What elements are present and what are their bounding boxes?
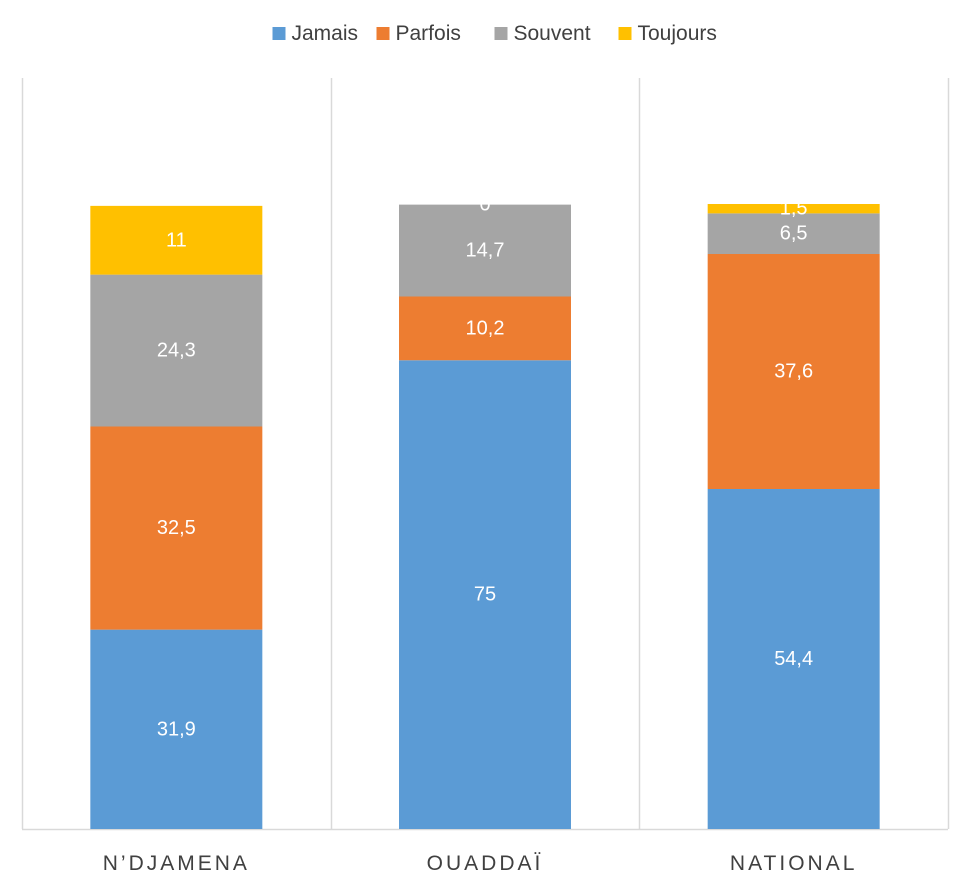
legend-item-souvent: Souvent [494, 22, 591, 45]
category-label-national: NATIONAL [730, 852, 857, 875]
bar-parfois-n-djamena [90, 426, 263, 630]
data-label-jamais-n-djamena: 31,9 [157, 718, 196, 740]
data-label-toujours-ouaddai: 0 [479, 194, 490, 216]
data-label-souvent-ouaddai: 14,7 [466, 240, 505, 262]
data-label-jamais-ouaddai: 75 [474, 584, 496, 606]
data-label-parfois-ouaddai: 10,2 [466, 317, 505, 339]
category-separators [21, 78, 950, 831]
category-label-ouaddai: OUADDAÏ [427, 852, 544, 875]
bars [90, 204, 880, 829]
data-label-souvent-n-djamena: 24,3 [157, 340, 196, 362]
legend-item-toujours: Toujours [618, 22, 717, 45]
legend-label-souvent: Souvent [514, 22, 591, 45]
legend-item-jamais: Jamais [272, 22, 359, 45]
bar-jamais-national [707, 489, 880, 829]
x-axis: N’DJAMENA OUADDAÏ NATIONAL [103, 852, 857, 875]
bar-jamais-ouaddai [399, 360, 571, 829]
legend-item-parfois: Parfois [376, 22, 461, 45]
legend-swatch-jamais [272, 27, 286, 40]
legend-label-toujours: Toujours [638, 22, 717, 45]
legend-swatch-souvent [494, 27, 508, 40]
data-labels: 31,9 32,5 24,3 11 75 10,2 14,7 0 54,4 37,6 6,5 1,5 [157, 194, 813, 741]
bar-souvent-national [707, 213, 880, 254]
legend-label-parfois: Parfois [396, 22, 461, 45]
data-label-toujours-national: 1,5 [780, 198, 808, 220]
data-label-parfois-n-djamena: 32,5 [157, 517, 196, 539]
bar-toujours-national [707, 204, 880, 214]
bar-parfois-national [707, 254, 880, 489]
bar-souvent-ouaddai [399, 204, 571, 297]
legend-swatch-parfois [376, 27, 390, 40]
legend-label-jamais: Jamais [292, 22, 359, 45]
legend: Jamais Parfois Souvent Toujours [272, 22, 717, 45]
category-label-n-djamena: N’DJAMENA [103, 852, 250, 875]
bar-toujours-n-djamena [90, 205, 263, 275]
bar-parfois-ouaddai [399, 296, 571, 361]
bar-jamais-n-djamena [90, 629, 263, 829]
data-label-souvent-national: 6,5 [780, 223, 808, 245]
legend-swatch-toujours [618, 27, 632, 40]
data-label-jamais-national: 54,4 [774, 648, 813, 670]
data-label-toujours-n-djamena: 11 [166, 229, 187, 251]
bar-souvent-n-djamena [90, 274, 263, 427]
data-label-parfois-national: 37,6 [774, 361, 813, 383]
